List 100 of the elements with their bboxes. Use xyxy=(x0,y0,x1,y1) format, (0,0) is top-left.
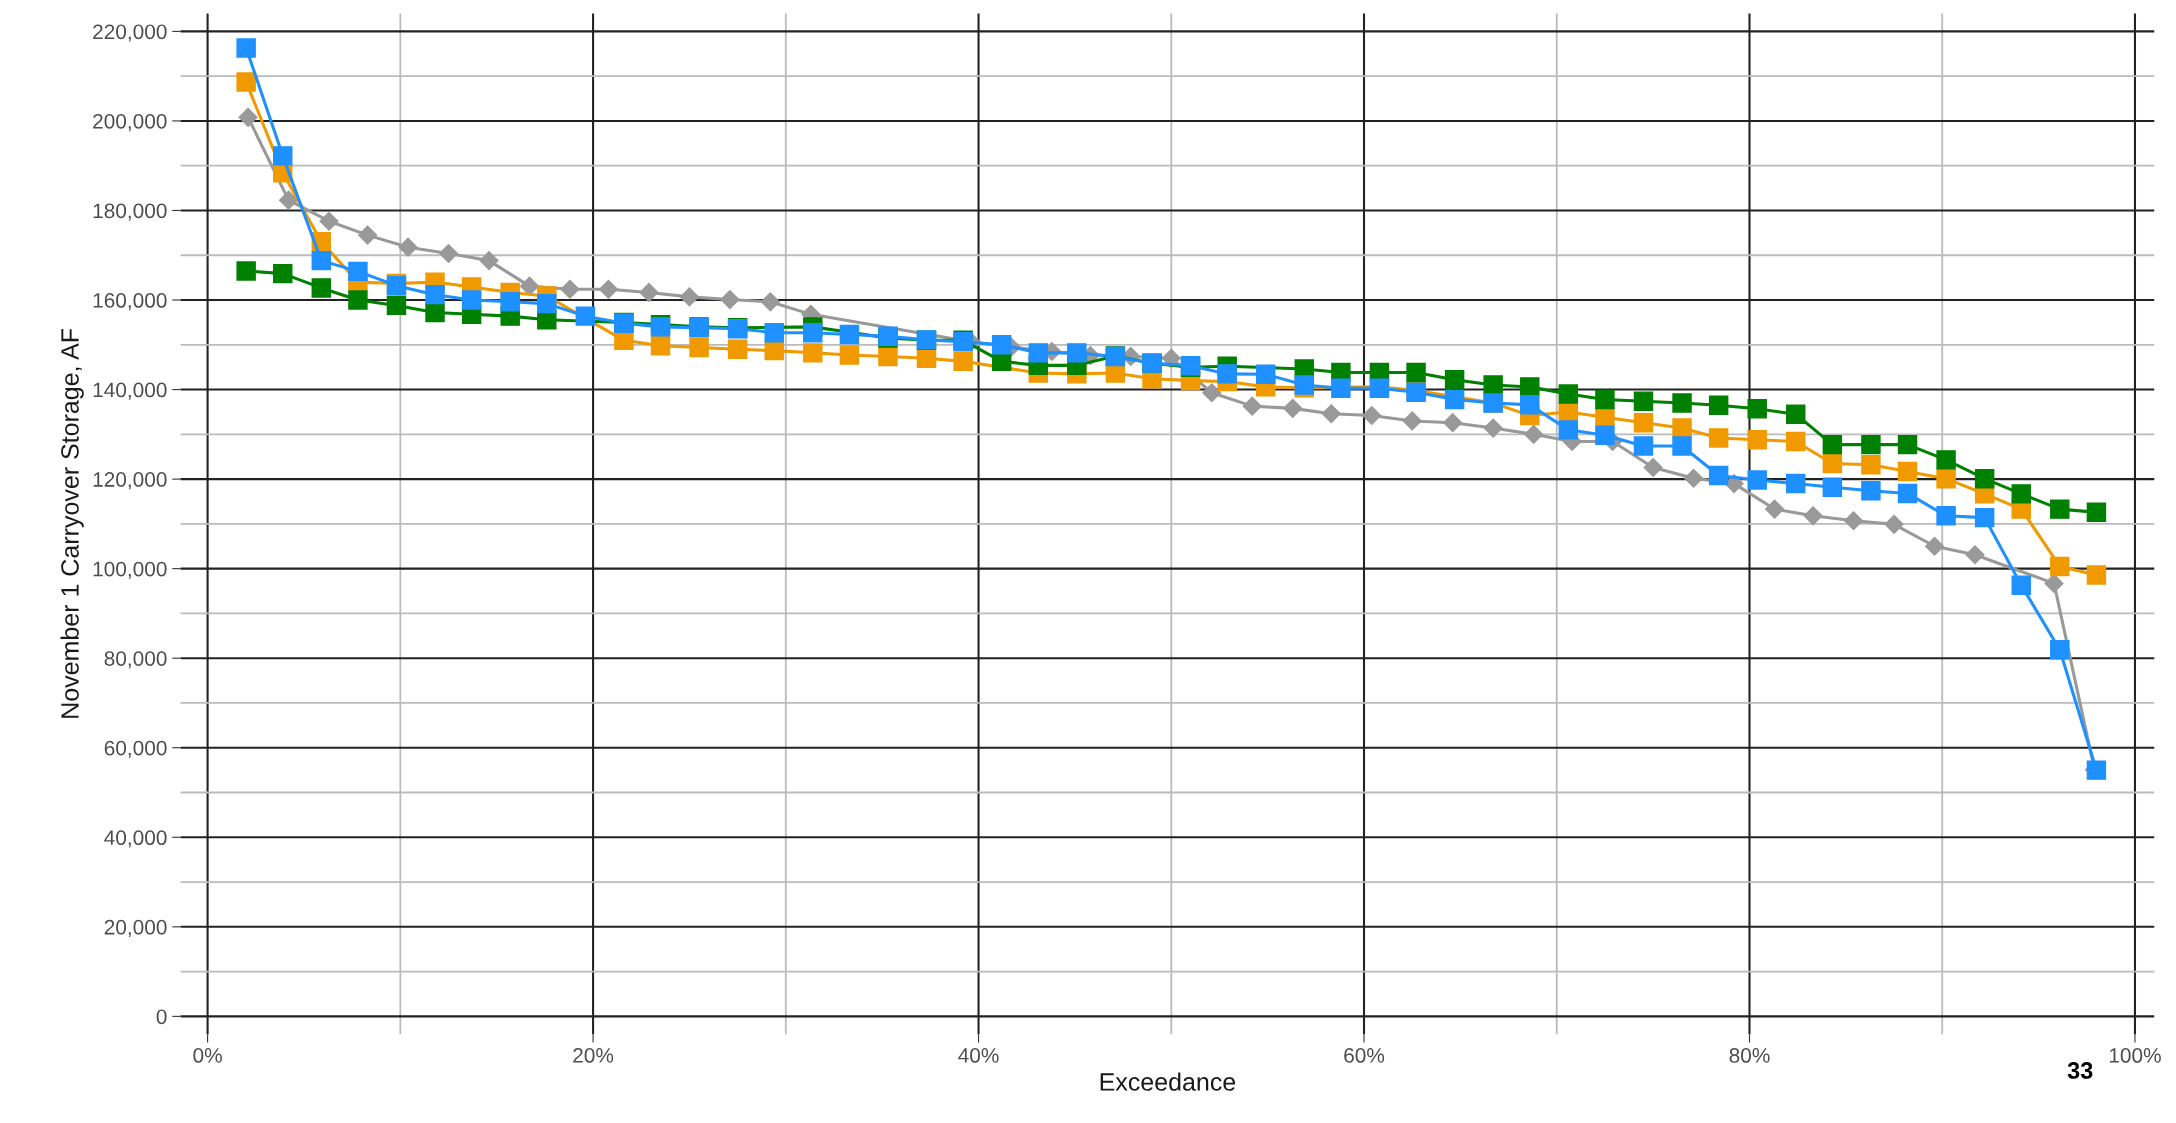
point xyxy=(1844,511,1864,531)
y-tick-label: 40,000 xyxy=(104,830,167,848)
point xyxy=(1443,413,1463,433)
point xyxy=(1444,369,1465,390)
point xyxy=(311,278,332,298)
point xyxy=(1524,424,1544,444)
point xyxy=(1558,420,1579,440)
point xyxy=(679,287,699,307)
y-tick-label: 220,000 xyxy=(93,24,167,42)
point xyxy=(953,351,973,372)
point xyxy=(1786,473,1806,494)
point xyxy=(1283,398,1303,418)
point xyxy=(438,243,459,263)
point xyxy=(1633,391,1654,411)
point xyxy=(1974,468,1995,489)
point xyxy=(1331,378,1351,398)
point xyxy=(425,284,445,305)
point xyxy=(348,290,368,310)
point xyxy=(1217,364,1237,384)
point xyxy=(238,107,258,127)
point xyxy=(319,211,339,231)
y-tick-label: 140,000 xyxy=(93,382,167,400)
point xyxy=(1786,431,1806,452)
point xyxy=(1822,477,1843,497)
point xyxy=(1406,362,1426,383)
point xyxy=(1321,404,1341,424)
point xyxy=(639,282,659,302)
point xyxy=(650,335,671,356)
point xyxy=(1672,436,1692,456)
point xyxy=(1861,481,1881,501)
point xyxy=(1558,384,1579,404)
point xyxy=(519,276,539,296)
point xyxy=(348,261,368,282)
point xyxy=(1803,506,1823,526)
x-tick-label: 100% xyxy=(2109,1048,2161,1063)
y-tick-label: 180,000 xyxy=(93,203,167,221)
point xyxy=(839,345,860,365)
point xyxy=(1643,457,1663,478)
point xyxy=(803,322,823,343)
y-tick-label: 200,000 xyxy=(93,113,167,132)
point xyxy=(236,72,256,92)
point xyxy=(560,279,580,299)
point xyxy=(1444,389,1465,410)
point xyxy=(1861,455,1881,475)
point xyxy=(1897,461,1918,482)
point xyxy=(1936,450,1956,470)
point xyxy=(1936,468,1956,489)
point xyxy=(689,337,709,358)
point xyxy=(1595,407,1615,428)
point xyxy=(727,339,748,359)
point xyxy=(2011,575,2031,595)
point xyxy=(1965,545,1985,565)
point xyxy=(1067,343,1087,363)
point xyxy=(358,225,378,245)
point xyxy=(760,292,780,312)
point xyxy=(2086,502,2107,522)
point xyxy=(1786,404,1806,424)
point xyxy=(1483,375,1503,395)
point xyxy=(500,292,520,312)
point xyxy=(1633,436,1654,456)
point xyxy=(1747,399,1767,419)
y-tick-label: 0 xyxy=(156,1009,167,1025)
point xyxy=(537,293,557,314)
y-tick-label: 80,000 xyxy=(104,651,167,669)
point xyxy=(598,279,619,299)
point xyxy=(1861,434,1881,455)
point xyxy=(1884,514,1904,534)
point xyxy=(1672,393,1692,413)
point xyxy=(764,340,784,361)
point xyxy=(1936,506,1956,526)
x-axis-title: Exceedance xyxy=(1100,1072,1236,1091)
point xyxy=(1362,405,1382,426)
point xyxy=(1595,425,1615,445)
point xyxy=(1255,364,1276,385)
point xyxy=(236,38,256,58)
point xyxy=(1822,434,1843,455)
point xyxy=(2044,573,2064,593)
point xyxy=(2050,556,2070,577)
point xyxy=(461,290,482,310)
point xyxy=(1402,411,1422,431)
point xyxy=(1897,434,1918,455)
point xyxy=(1633,412,1654,433)
point xyxy=(1672,418,1692,438)
point xyxy=(425,302,445,323)
y-axis-title: November 1 Carryover Storage, AF xyxy=(60,328,84,718)
point xyxy=(1765,499,1785,519)
point xyxy=(1708,428,1729,448)
x-tick-label: 0% xyxy=(193,1048,222,1063)
point xyxy=(803,343,823,363)
point xyxy=(1747,429,1767,450)
point xyxy=(1028,343,1049,363)
text: 33 xyxy=(2067,1062,2093,1079)
point xyxy=(1708,395,1729,415)
point xyxy=(2011,484,2031,504)
point xyxy=(398,237,418,257)
point xyxy=(991,335,1012,355)
x-tick-label: 60% xyxy=(1344,1048,1385,1063)
point xyxy=(1708,465,1729,486)
point xyxy=(273,146,293,166)
point xyxy=(279,190,299,210)
